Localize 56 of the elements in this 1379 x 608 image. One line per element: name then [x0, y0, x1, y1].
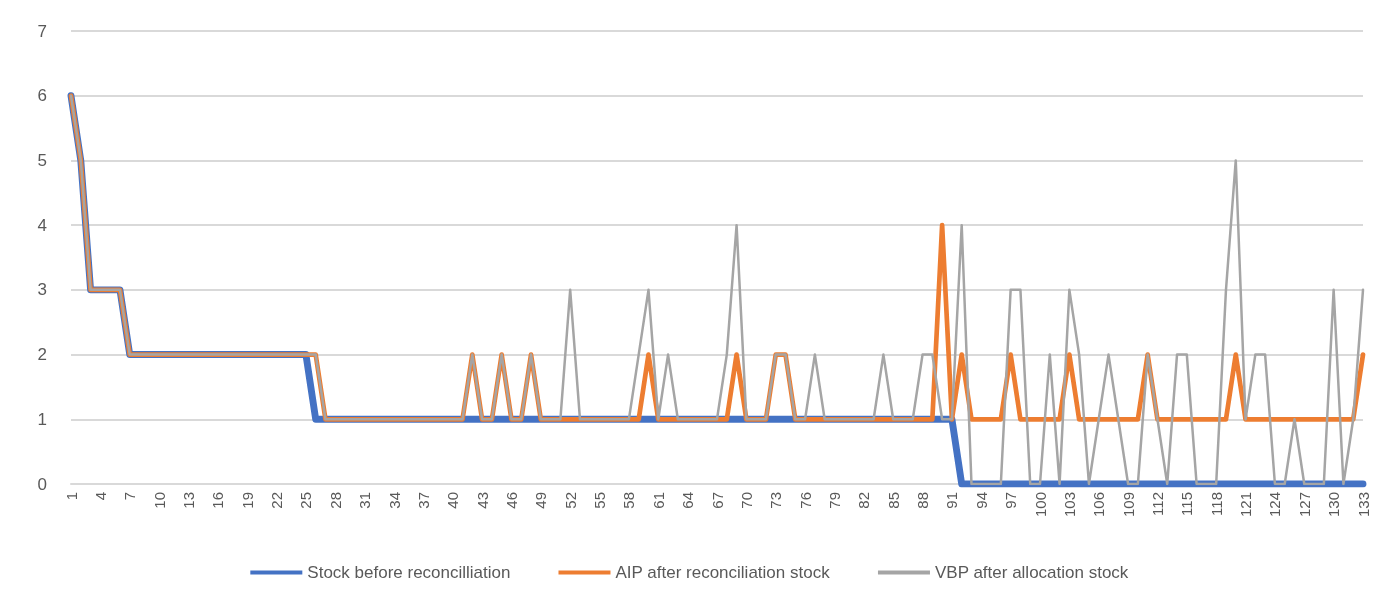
x-tick-label: 115 — [1178, 492, 1196, 516]
x-tick-label: 58 — [620, 492, 638, 509]
x-tick-label: 61 — [649, 492, 667, 509]
y-tick-label: 0 — [37, 474, 47, 494]
x-tick-label: 46 — [502, 492, 520, 509]
x-tick-label: 88 — [914, 492, 932, 509]
x-tick-label: 28 — [326, 492, 344, 509]
x-tick-label: 79 — [825, 492, 843, 509]
x-tick-label: 40 — [444, 492, 462, 509]
x-tick-label: 121 — [1237, 492, 1255, 518]
legend-label: VBP after allocation stock — [934, 563, 1129, 582]
x-tick-label: 1 — [62, 492, 80, 501]
x-tick-label: 52 — [561, 492, 579, 509]
x-tick-label: 97 — [1002, 492, 1020, 509]
x-tick-label: 106 — [1090, 492, 1108, 518]
x-tick-label: 103 — [1060, 492, 1078, 518]
x-tick-label: 64 — [679, 492, 697, 509]
x-tick-label: 70 — [737, 492, 755, 509]
x-tick-label: 22 — [268, 492, 286, 509]
x-tick-label: 37 — [414, 492, 432, 509]
x-tick-label: 133 — [1354, 492, 1372, 518]
x-tick-label: 124 — [1266, 492, 1284, 518]
x-tick-label: 112 — [1148, 492, 1166, 516]
x-tick-label: 94 — [972, 492, 990, 509]
x-tick-label: 109 — [1119, 492, 1137, 518]
y-tick-label: 1 — [37, 409, 47, 429]
x-tick-label: 76 — [796, 492, 814, 509]
x-tick-label: 13 — [179, 492, 197, 509]
x-tick-label: 91 — [943, 492, 961, 509]
x-tick-label: 127 — [1295, 492, 1313, 518]
x-tick-label: 100 — [1031, 492, 1049, 518]
x-tick-label: 34 — [385, 492, 403, 509]
y-tick-label: 2 — [37, 345, 47, 365]
x-tick-label: 31 — [356, 492, 374, 509]
y-tick-label: 4 — [37, 215, 47, 235]
x-tick-label: 25 — [297, 492, 315, 509]
x-tick-label: 19 — [238, 492, 256, 509]
x-tick-label: 67 — [708, 492, 726, 509]
y-tick-label: 7 — [37, 21, 47, 41]
legend-label: Stock before reconcilliation — [307, 563, 511, 582]
x-tick-label: 16 — [209, 492, 227, 509]
y-tick-label: 5 — [37, 150, 47, 170]
y-tick-label: 6 — [37, 86, 47, 106]
x-tick-label: 130 — [1325, 492, 1343, 518]
x-tick-label: 55 — [591, 492, 609, 509]
x-tick-label: 10 — [150, 492, 168, 509]
x-tick-label: 4 — [91, 492, 109, 501]
x-tick-label: 118 — [1207, 492, 1225, 516]
legend-label: AIP after reconciliation stock — [615, 563, 831, 582]
x-tick-label: 82 — [855, 492, 873, 509]
x-tick-label: 73 — [767, 492, 785, 509]
x-tick-label: 49 — [532, 492, 550, 509]
x-tick-label: 7 — [121, 492, 139, 501]
x-tick-label: 43 — [473, 492, 491, 509]
x-tick-label: 85 — [884, 492, 902, 509]
y-tick-label: 3 — [37, 280, 47, 300]
